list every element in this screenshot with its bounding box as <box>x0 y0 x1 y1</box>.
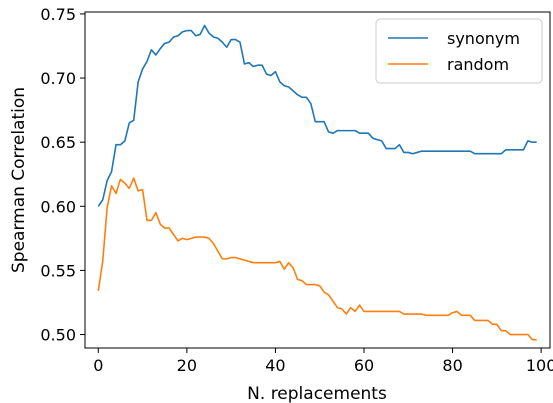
legend-label-synonym: synonym <box>447 29 520 48</box>
x-tick-label: 80 <box>442 356 462 375</box>
y-tick-label: 0.65 <box>40 133 76 152</box>
y-axis: 0.50 0.55 0.60 0.65 0.70 0.75 <box>40 5 85 345</box>
x-axis: 0 20 40 60 80 100 <box>93 348 553 375</box>
x-axis-label: N. replacements <box>247 384 387 403</box>
y-axis-label: Spearman Correlation <box>9 87 29 273</box>
plot-area <box>84 11 551 349</box>
y-tick-label: 0.50 <box>40 326 76 345</box>
series-line-random <box>97 177 537 341</box>
series-layer <box>97 24 537 341</box>
axes-frame <box>84 11 551 349</box>
y-tick-label: 0.55 <box>40 261 76 280</box>
y-tick-label: 0.60 <box>40 197 76 216</box>
x-tick-label: 60 <box>354 356 374 375</box>
x-tick-label: 100 <box>526 356 553 375</box>
x-tick-label: 40 <box>265 356 285 375</box>
legend-frame <box>375 18 543 84</box>
x-tick-label: 0 <box>93 356 103 375</box>
x-tick-label: 20 <box>177 356 197 375</box>
y-tick-label: 0.70 <box>40 69 76 88</box>
legend-label-random: random <box>447 55 509 74</box>
legend: synonym random <box>375 18 543 84</box>
series-line-synonym <box>97 24 537 207</box>
y-tick-label: 0.75 <box>40 5 76 24</box>
